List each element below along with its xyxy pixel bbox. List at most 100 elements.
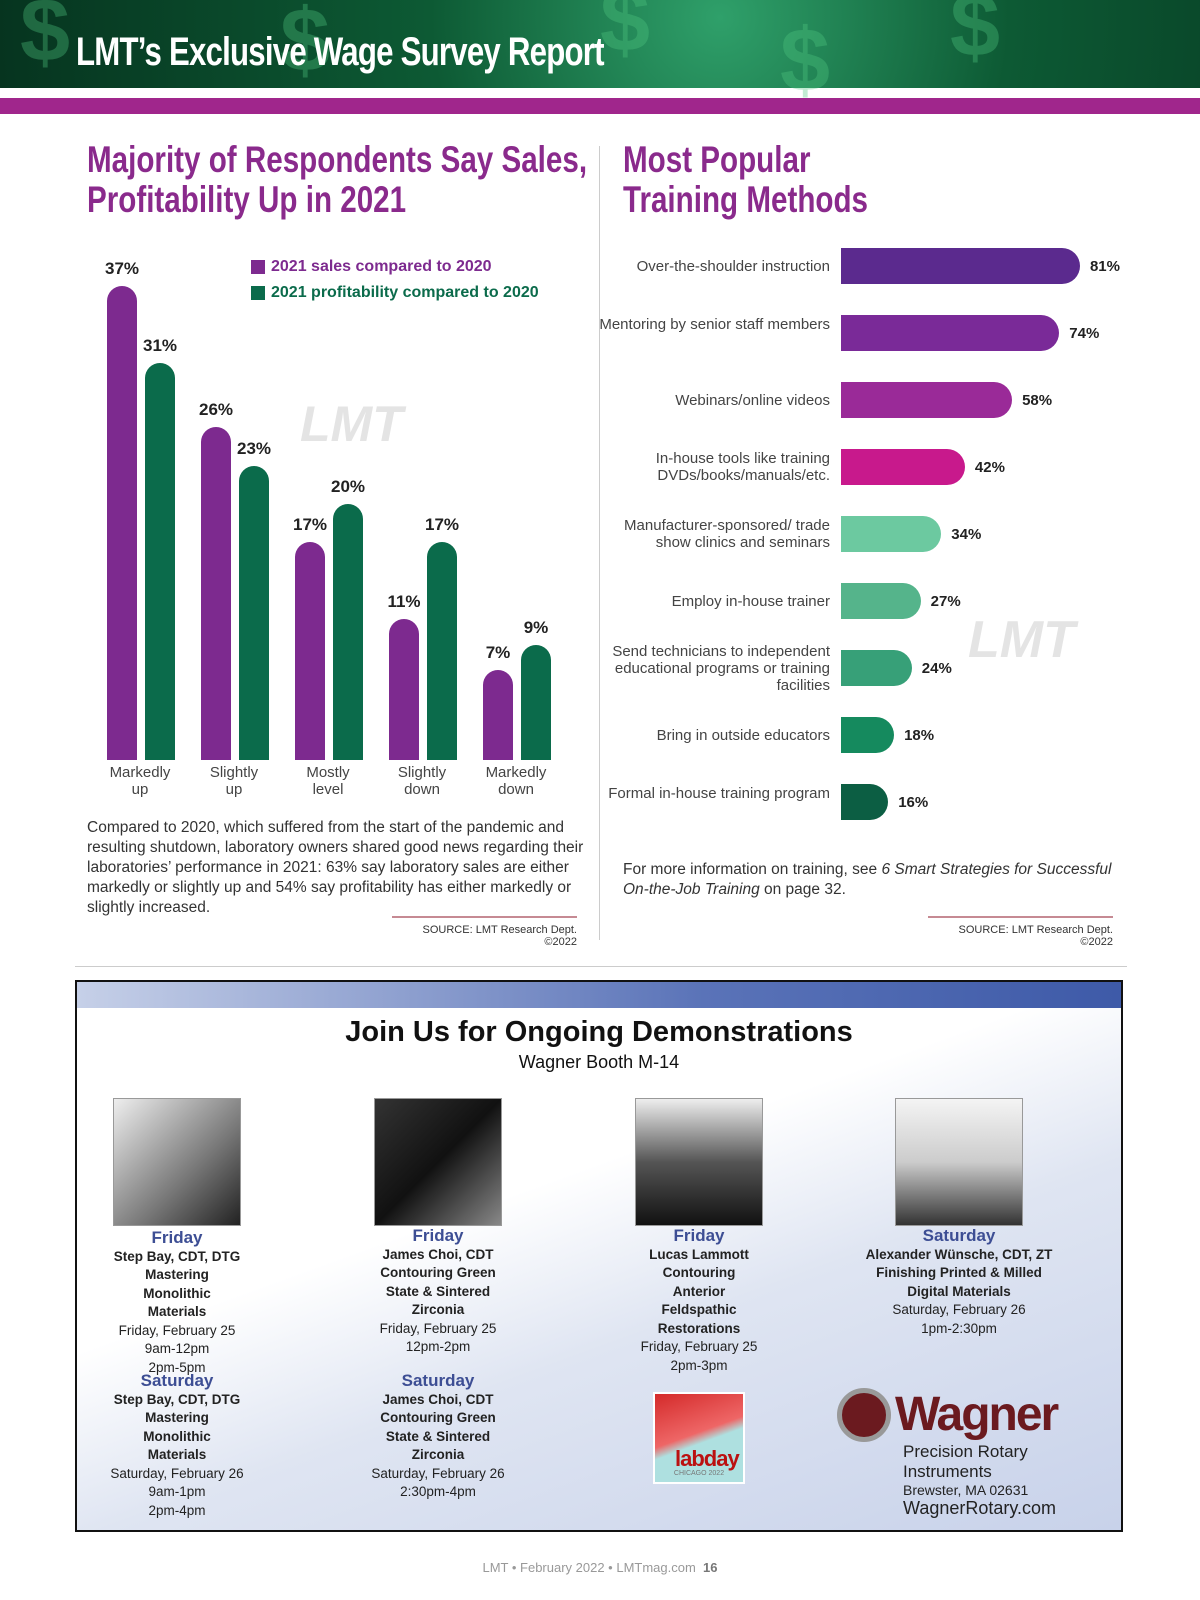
chart-bar bbox=[841, 248, 1080, 284]
session-topic: Mastering Monolithic Materials bbox=[143, 1267, 211, 1319]
data-label: 27% bbox=[930, 593, 961, 610]
column-divider bbox=[599, 146, 600, 940]
ad-top-stripe bbox=[77, 982, 1121, 1008]
left-paragraph: Compared to 2020, which suffered from th… bbox=[87, 819, 584, 916]
chart-bar bbox=[841, 449, 965, 485]
chart-bar bbox=[427, 542, 457, 760]
chart-bar bbox=[333, 504, 363, 760]
chart-bar bbox=[841, 784, 889, 820]
session-date: Friday, February 25 bbox=[118, 1322, 236, 1338]
presenter-photo bbox=[113, 1098, 241, 1226]
chart-bar bbox=[239, 465, 269, 760]
data-label: 20% bbox=[330, 477, 366, 496]
category-label: Markedly down bbox=[485, 764, 547, 798]
session-time: 1pm-2:30pm bbox=[921, 1320, 997, 1336]
session-date: Saturday, February 26 bbox=[371, 1465, 505, 1481]
category-label: Send technicians to independent educatio… bbox=[612, 642, 830, 694]
category-label: Slightly down bbox=[397, 764, 447, 798]
report-title: LMT’s Exclusive Wage Survey Report bbox=[76, 30, 605, 74]
address: Brewster, MA 02631 bbox=[903, 1482, 1029, 1498]
session-block: Saturday Step Bay, CDT, DTG Mastering Mono… bbox=[77, 1371, 277, 1520]
session-date: Saturday, February 26 bbox=[110, 1465, 244, 1481]
data-label: 34% bbox=[951, 526, 982, 543]
data-label: 24% bbox=[921, 660, 952, 677]
data-label: 9% bbox=[523, 617, 549, 637]
section-divider bbox=[75, 966, 1127, 967]
category-label: Mostly level bbox=[306, 764, 350, 798]
chart-bar bbox=[841, 583, 921, 619]
session-day: Saturday bbox=[140, 1371, 214, 1390]
session-time: 9am-1pm bbox=[148, 1484, 206, 1499]
category-label: Manufacturer-sponsored/ trade show clini… bbox=[624, 517, 830, 551]
data-label: 74% bbox=[1069, 325, 1100, 342]
data-label: 42% bbox=[974, 459, 1005, 476]
chart-bar bbox=[483, 670, 513, 760]
left-source: SOURCE: LMT Research Dept. ©2022 bbox=[392, 916, 577, 948]
presenter-photo bbox=[374, 1098, 502, 1226]
category-label: Slightly up bbox=[209, 764, 259, 798]
ad-subtitle: Wagner Booth M-14 bbox=[518, 1052, 680, 1072]
right-source: SOURCE: LMT Research Dept. ©2022 bbox=[928, 916, 1113, 948]
wagner-w-icon bbox=[837, 1387, 891, 1442]
left-chart-title: Majority of Respondents Say Sales, Profit… bbox=[87, 139, 588, 220]
session-topic: Contouring Green State & Sintered Zircon… bbox=[380, 1410, 496, 1462]
data-label: 31% bbox=[142, 336, 178, 356]
chart-bar bbox=[389, 619, 419, 760]
chart-bar bbox=[521, 644, 551, 760]
session-time: 2pm-4pm bbox=[148, 1502, 206, 1518]
session-time: 2pm-3pm bbox=[670, 1357, 728, 1373]
chart-bar bbox=[841, 516, 942, 552]
wagner-logo-block: Wagner Precision Rotary Instruments Brew… bbox=[837, 1387, 1121, 1519]
session-topic: Contouring Anterior Feldspathic Restorat… bbox=[657, 1265, 741, 1336]
session-time: 12pm-2pm bbox=[405, 1339, 471, 1354]
data-label: 17% bbox=[292, 515, 328, 535]
labday-subtitle: CHICAGO 2022 bbox=[673, 1470, 725, 1477]
session-block: Friday James Choi, CDT Contouring Green St… bbox=[338, 1226, 538, 1357]
category-label: Formal in-house training program bbox=[608, 785, 830, 802]
chart-bar bbox=[201, 427, 231, 760]
wagner-advertisement: Join Us for Ongoing Demonstrations Wagne… bbox=[75, 980, 1123, 1532]
data-label: 23% bbox=[236, 438, 272, 458]
category-label: In-house tools like training DVDs/books/… bbox=[655, 450, 830, 484]
session-day: Saturday bbox=[401, 1371, 475, 1390]
category-label: Bring in outside educators bbox=[656, 726, 830, 744]
session-date: Saturday, February 26 bbox=[892, 1302, 1026, 1317]
data-label: 11% bbox=[387, 592, 421, 612]
session-time: 2pm-5pm bbox=[148, 1359, 206, 1375]
session-block: Friday Step Bay, CDT, DTG Mastering Monoli… bbox=[77, 1228, 277, 1377]
session-date: Friday, February 25 bbox=[640, 1339, 758, 1354]
chart-bar bbox=[841, 315, 1060, 351]
session-time: 9am-12pm bbox=[144, 1341, 210, 1356]
data-label: 18% bbox=[904, 727, 935, 744]
data-label: 17% bbox=[424, 515, 460, 535]
website-link[interactable]: WagnerRotary.com bbox=[903, 1498, 1057, 1518]
header-banner: $ $ $ $ $ LMT’s Exclusive Wage Survey Report bbox=[0, 0, 1200, 111]
wagner-brand: Wagner bbox=[895, 1388, 1059, 1441]
legend-sales: 2021 sales compared to 2020 bbox=[251, 258, 492, 276]
presenter-name: Alexander Wünsche, CDT, ZT bbox=[865, 1246, 1053, 1262]
lmt-watermark: LMT bbox=[968, 611, 1075, 669]
session-topic: Contouring Green State & Sintered Zircon… bbox=[380, 1265, 496, 1317]
session-day: Saturday bbox=[922, 1226, 996, 1245]
right-note: For more information on training, see 6 … bbox=[623, 861, 1112, 898]
purple-divider bbox=[0, 98, 1200, 114]
presenter-name: Step Bay, CDT, DTG bbox=[113, 1391, 241, 1407]
data-label: 37% bbox=[104, 259, 140, 279]
lmt-watermark: LMT bbox=[300, 396, 403, 452]
data-label: 16% bbox=[898, 794, 929, 811]
chart-bar bbox=[841, 382, 1013, 418]
session-day: Friday bbox=[673, 1226, 725, 1245]
presenter-name: Step Bay, CDT, DTG bbox=[113, 1248, 241, 1264]
presenter-name: James Choi, CDT bbox=[382, 1391, 494, 1407]
session-block: Saturday Alexander Wünsche, CDT, ZT Finish… bbox=[859, 1226, 1059, 1338]
chart-bar bbox=[145, 363, 175, 760]
right-chart-title: Most Popular Training Methods bbox=[623, 139, 869, 220]
category-label: Over-the-shoulder instruction bbox=[636, 257, 830, 275]
legend-swatch bbox=[251, 286, 265, 300]
session-block: Friday Lucas Lammott Contouring Anterior F… bbox=[599, 1226, 799, 1375]
data-label: 58% bbox=[1022, 392, 1053, 409]
session-topic: Finishing Printed & Milled Digital Mater… bbox=[876, 1265, 1042, 1299]
category-label: Markedly up bbox=[109, 764, 171, 798]
presenter-name: James Choi, CDT bbox=[382, 1246, 494, 1262]
chart-bar bbox=[107, 286, 137, 760]
